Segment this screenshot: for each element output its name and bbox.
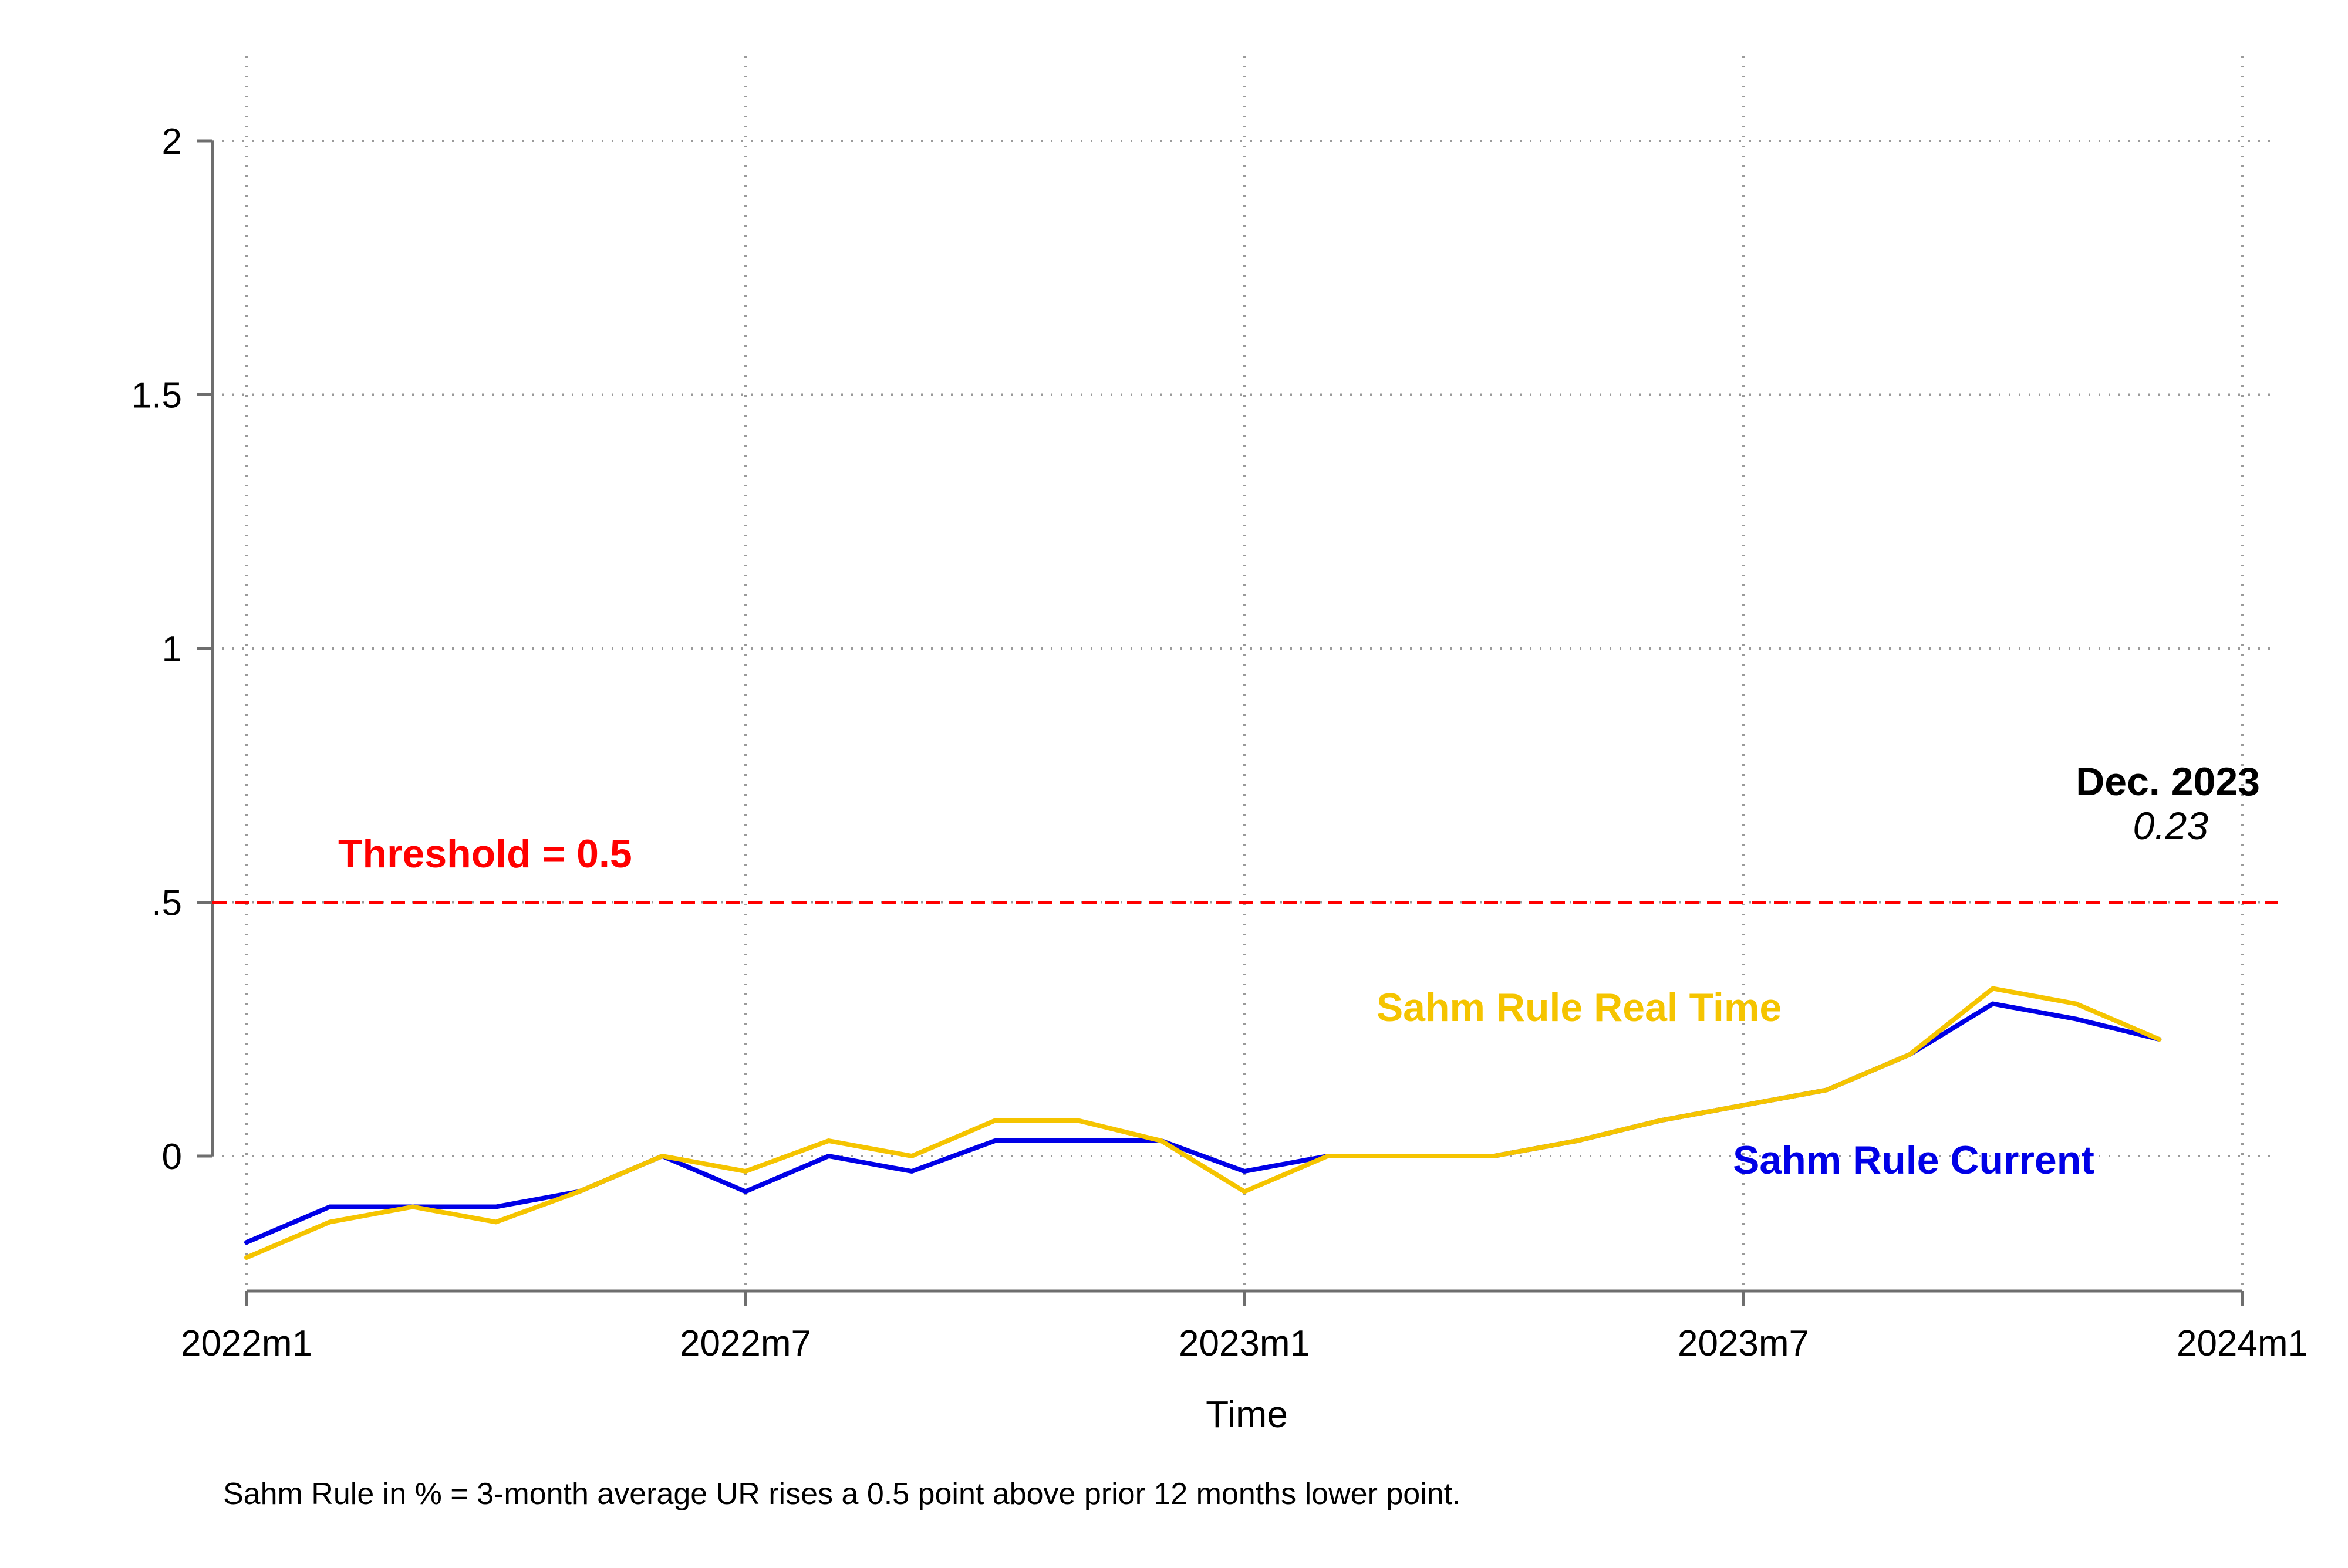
y-tick-label: 1 bbox=[162, 629, 182, 670]
series-line-real-time bbox=[244, 986, 2162, 1260]
series-layer bbox=[244, 986, 2162, 1260]
y-tick-label: .5 bbox=[151, 883, 182, 924]
y-tick-label: 0 bbox=[162, 1137, 182, 1177]
x-tick-label: 2022m1 bbox=[181, 1323, 312, 1364]
y-tick-label: 2 bbox=[162, 121, 182, 162]
label-layer: Threshold = 0.5 Sahm Rule Real Time Sahm… bbox=[223, 759, 2260, 1511]
x-tick-label: 2022m7 bbox=[680, 1323, 811, 1364]
grid-layer bbox=[212, 56, 2278, 1291]
series-label-real-time: Sahm Rule Real Time bbox=[1377, 985, 1782, 1030]
threshold-label: Threshold = 0.5 bbox=[338, 832, 632, 876]
chart-note: Sahm Rule in % = 3-month average UR rise… bbox=[223, 1477, 1461, 1511]
y-tick-label: 1.5 bbox=[131, 376, 182, 416]
callout-value: 0.23 bbox=[2133, 804, 2209, 847]
callout-title: Dec. 2023 bbox=[2076, 759, 2260, 804]
x-axis-title: Time bbox=[1206, 1393, 1288, 1435]
series-label-current: Sahm Rule Current bbox=[1733, 1138, 2094, 1182]
x-tick-label: 2023m1 bbox=[1179, 1323, 1310, 1364]
axis-layer: 0 .5 1 1.5 2 2022m1 2022m7 2023m1 2023m7 2024m1 bbox=[131, 121, 2308, 1364]
x-tick-label: 2023m7 bbox=[1678, 1323, 1809, 1364]
x-tick-label: 2024m1 bbox=[2177, 1323, 2308, 1364]
